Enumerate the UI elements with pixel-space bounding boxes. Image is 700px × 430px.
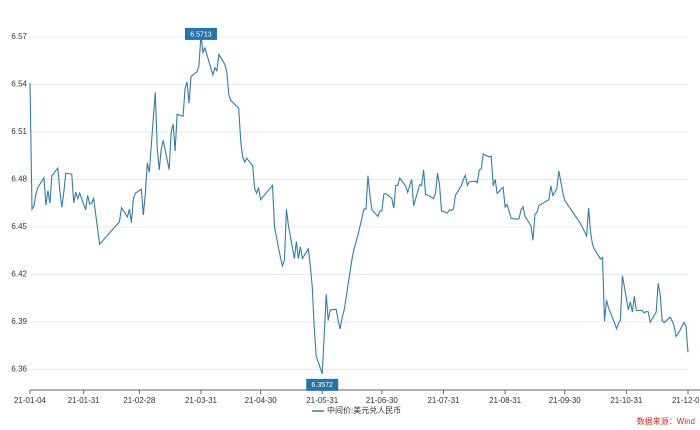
x-tick-label: 21-04-30 — [245, 396, 278, 405]
annotation-box — [306, 378, 339, 391]
x-tick-label: 21-01-04 — [14, 396, 47, 405]
y-tick-label: 6.54 — [11, 80, 27, 89]
annotation: 6.3572 — [306, 378, 339, 391]
y-tick-label: 6.42 — [11, 270, 27, 279]
x-tick-label: 21-09-30 — [549, 396, 582, 405]
x-tick-label: 21-07-31 — [427, 396, 460, 405]
x-tick-label: 21-01-31 — [68, 396, 101, 405]
y-tick-label: 6.48 — [11, 175, 27, 184]
annotation-label: 6.3572 — [312, 382, 334, 389]
x-tick-label: 21-08-31 — [489, 396, 522, 405]
source-note: 数据来源：Wind — [637, 416, 695, 426]
annotation-box — [184, 27, 217, 40]
y-tick-label: 6.36 — [11, 365, 27, 374]
annotation-label: 6.5713 — [190, 31, 212, 38]
x-tick-label: 21-05-31 — [306, 396, 339, 405]
y-tick-label: 6.45 — [11, 222, 27, 231]
y-tick-label: 6.57 — [11, 32, 27, 41]
x-tick-label: 21-02-28 — [123, 396, 156, 405]
y-tick-label: 6.51 — [11, 127, 27, 136]
x-tick-label: 21-06-30 — [366, 396, 399, 405]
legend-label: 中间价:美元兑人民币 — [327, 405, 401, 415]
x-tick-label: 21-10-31 — [610, 396, 643, 405]
x-tick-label: 21-12-01 — [672, 396, 700, 405]
x-tick-label: 21-03-31 — [185, 396, 218, 405]
series-line — [29, 34, 689, 375]
annotation: 6.5713 — [184, 27, 217, 40]
y-tick-label: 6.39 — [11, 317, 27, 326]
